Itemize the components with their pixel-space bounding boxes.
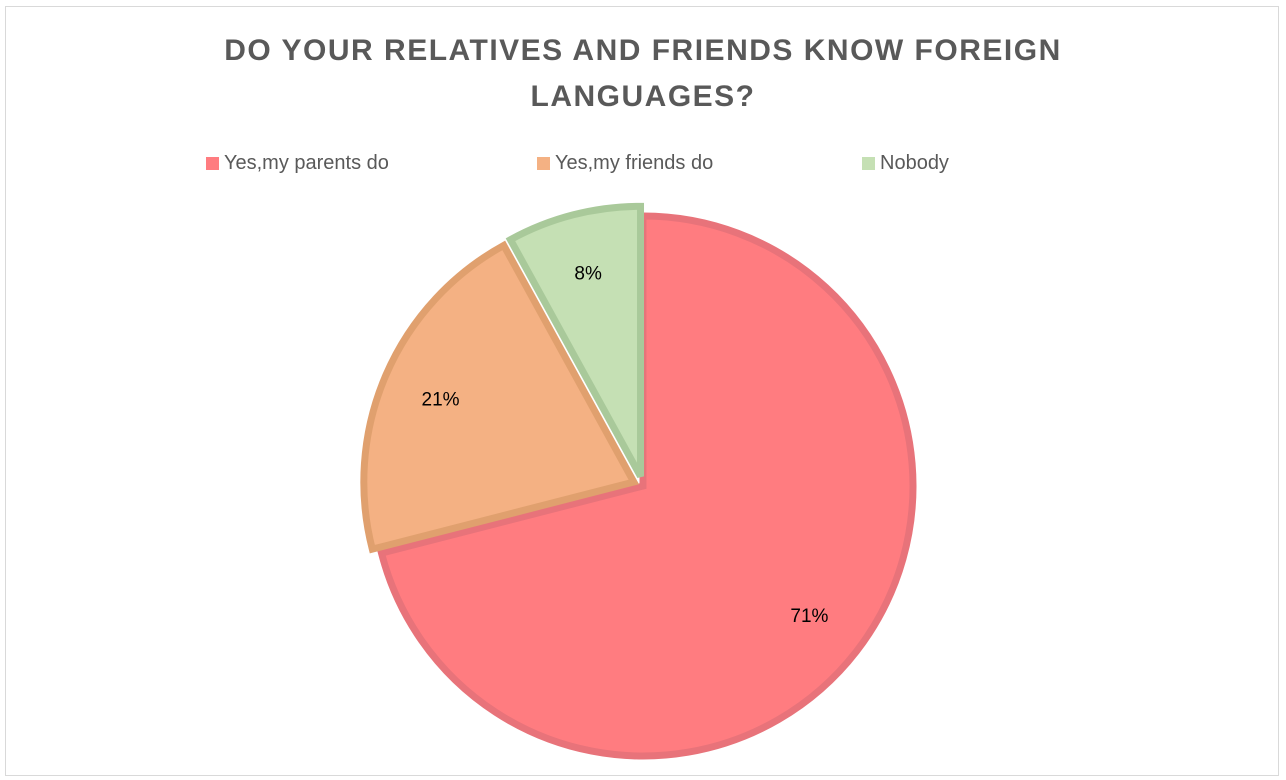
chart-title-line-2: LANGUAGES? [530,80,756,113]
legend-item-nobody: Nobody [862,152,949,175]
legend-swatch-parents [206,157,219,170]
slice-nobody [505,202,645,479]
legend-item-parents: Yes,my parents do [206,152,389,175]
legend-item-friends: Yes,my friends do [537,152,713,175]
legend: Yes,my parents do Yes,my friends do Nobo… [0,152,1286,180]
legend-label-friends: Yes,my friends do [555,152,714,174]
slice-label-friends: 21% [422,389,460,410]
slice-label-parents: 71% [790,606,828,627]
legend-swatch-nobody [862,157,875,170]
slice-label-nobody: 8% [574,263,602,284]
slice-friends [360,240,640,554]
legend-label-parents: Yes,my parents do [224,152,389,174]
legend-swatch-friends [537,157,550,170]
legend-label-nobody: Nobody [880,152,949,174]
chart-title-line-1: DO YOUR RELATIVES AND FRIENDS KNOW FOREI… [224,34,1062,67]
chart-title: DO YOUR RELATIVES AND FRIENDS KNOW FOREI… [0,28,1286,120]
slice-parents [377,212,917,760]
